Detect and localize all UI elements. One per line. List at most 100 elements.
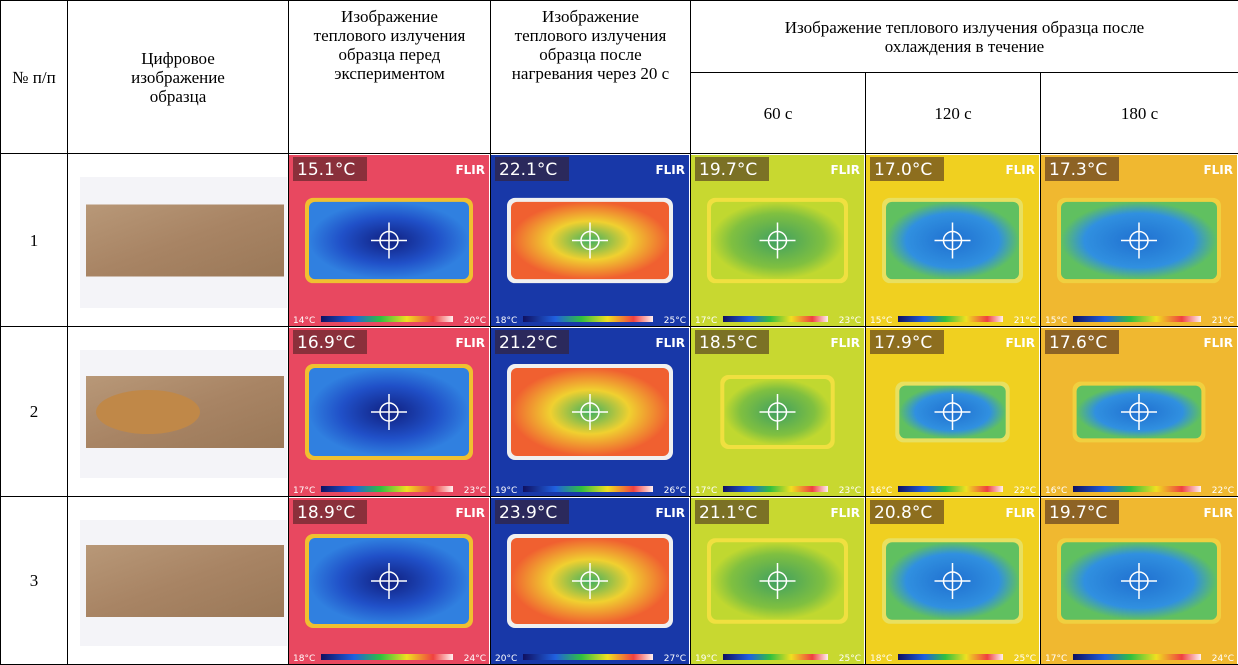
scale-bar: [523, 486, 653, 492]
header-time: 60 с: [691, 73, 866, 154]
scale-min: 17°C: [1045, 654, 1067, 664]
scale-min: 15°C: [870, 316, 892, 326]
scale-max: 20°C: [464, 316, 486, 326]
scale-min: 17°C: [695, 486, 717, 496]
scale-min: 15°C: [1045, 316, 1067, 326]
scale-min: 19°C: [695, 654, 717, 664]
spot-temp: 19.7°C: [699, 160, 757, 180]
scale-bar: [898, 316, 1003, 322]
brand: FLIR: [830, 163, 860, 177]
spot-temp: 18.9°C: [297, 503, 355, 523]
header-cooling: Изображение теплового излучения образца …: [691, 1, 1238, 73]
brand: FLIR: [1203, 506, 1233, 520]
brand: FLIR: [830, 506, 860, 520]
results-table: № п/п Цифровое изображение образца Изобр…: [0, 0, 1238, 665]
photo-cell: [68, 497, 289, 665]
sample-photo: [68, 498, 289, 664]
scale-max: 24°C: [1212, 654, 1234, 664]
brand: FLIR: [655, 336, 685, 350]
scale-bar: [1073, 316, 1201, 322]
spot-temp: 17.9°C: [874, 333, 932, 353]
scale-min: 18°C: [495, 316, 517, 326]
scale-min: 18°C: [293, 654, 315, 664]
header-before: Изображение теплового излучения образца …: [289, 1, 491, 154]
brand: FLIR: [1005, 506, 1035, 520]
spot-temp: 17.6°C: [1049, 333, 1107, 353]
scale-max: 23°C: [839, 316, 861, 326]
scale-bar: [898, 654, 1003, 660]
spot-temp: 19.7°C: [1049, 503, 1107, 523]
scale-bar: [723, 486, 828, 492]
thermal-cell: 18.5°C FLIR 17°C 23°C: [691, 327, 866, 497]
scale-bar: [1073, 486, 1201, 492]
thermal-image: 17.9°C FLIR 16°C 22°C: [866, 328, 1039, 496]
scale-bar: [898, 486, 1003, 492]
header-time: 180 с: [1041, 73, 1238, 154]
spot-temp: 21.2°C: [499, 333, 557, 353]
thermal-image: 19.7°C FLIR 17°C 24°C: [1041, 498, 1237, 664]
spot-temp: 21.1°C: [699, 503, 757, 523]
thermal-image: 19.7°C FLIR 17°C 23°C: [691, 155, 864, 326]
scale-max: 25°C: [664, 316, 686, 326]
wood-damage: [96, 390, 200, 434]
photo-cell: [68, 154, 289, 327]
thermal-cell: 21.1°C FLIR 19°C 25°C: [691, 497, 866, 665]
wood-block: [86, 204, 284, 276]
scale-max: 23°C: [464, 486, 486, 496]
scale-min: 16°C: [870, 486, 892, 496]
scale-max: 25°C: [839, 654, 861, 664]
brand: FLIR: [455, 163, 485, 177]
wood-block: [86, 545, 284, 617]
spot-temp: 15.1°C: [297, 160, 355, 180]
brand: FLIR: [455, 506, 485, 520]
sample-photo: [68, 155, 289, 326]
sample-photo: [68, 328, 289, 496]
scale-max: 22°C: [1014, 486, 1036, 496]
scale-max: 26°C: [664, 486, 686, 496]
spot-temp: 16.9°C: [297, 333, 355, 353]
row-number: 2: [1, 327, 68, 497]
brand: FLIR: [1005, 336, 1035, 350]
spot-temp: 23.9°C: [499, 503, 557, 523]
scale-bar: [321, 486, 453, 492]
scale-min: 17°C: [695, 316, 717, 326]
scale-bar: [1073, 654, 1201, 660]
scale-bar: [523, 654, 653, 660]
scale-bar: [523, 316, 653, 322]
scale-min: 17°C: [293, 486, 315, 496]
thermal-cell: 19.7°C FLIR 17°C 24°C: [1041, 497, 1238, 665]
spot-temp: 18.5°C: [699, 333, 757, 353]
brand: FLIR: [1203, 163, 1233, 177]
scale-max: 23°C: [839, 486, 861, 496]
brand: FLIR: [830, 336, 860, 350]
scale-max: 21°C: [1014, 316, 1036, 326]
spot-temp: 20.8°C: [874, 503, 932, 523]
thermal-cell: 19.7°C FLIR 17°C 23°C: [691, 154, 866, 327]
spot-temp: 17.0°C: [874, 160, 932, 180]
row-number: 1: [1, 154, 68, 327]
brand: FLIR: [655, 163, 685, 177]
spot-temp: 17.3°C: [1049, 160, 1107, 180]
header-digital: Цифровое изображение образца: [68, 1, 289, 154]
thermal-cell: 17.9°C FLIR 16°C 22°C: [866, 327, 1041, 497]
brand: FLIR: [455, 336, 485, 350]
thermal-image: 18.5°C FLIR 17°C 23°C: [691, 328, 864, 496]
scale-min: 20°C: [495, 654, 517, 664]
scale-bar: [723, 654, 828, 660]
